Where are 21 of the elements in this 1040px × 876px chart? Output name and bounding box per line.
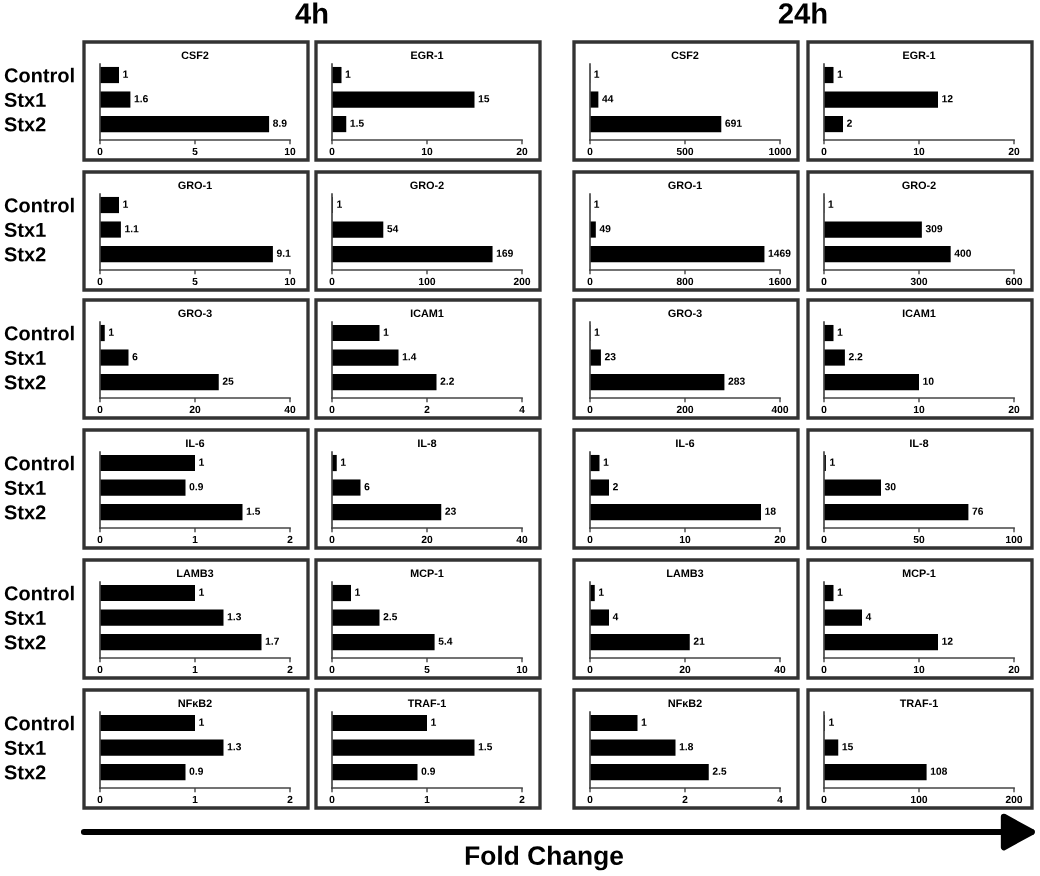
y-tick-label: Stx2 [4, 247, 46, 262]
y-tick-label: Stx1 [4, 480, 46, 495]
y-tick-label: Control [4, 715, 74, 731]
y-tick-label: Stx2 [4, 117, 46, 132]
y-tick-label: Control [4, 197, 74, 213]
y-tick-label: Stx2 [4, 505, 46, 520]
y-tick-label: Stx1 [4, 610, 46, 625]
y-tick-label: Stx1 [4, 740, 46, 755]
y-tick-label: Control [4, 325, 74, 341]
y-tick-label: Stx1 [4, 350, 46, 365]
text: 24h [778, 2, 827, 24]
y-tick-label: Stx1 [4, 92, 46, 107]
text: 4h [295, 2, 328, 24]
y-tick-label: Control [4, 455, 74, 471]
text: Fold Change [465, 845, 623, 871]
y-tick-label: Stx2 [4, 635, 46, 650]
y-tick-label: Stx2 [4, 765, 46, 780]
y-tick-label: Stx1 [4, 222, 46, 237]
y-tick-label: Control [4, 585, 74, 601]
y-tick-label: Stx2 [4, 375, 46, 390]
y-tick-label: Control [4, 67, 74, 83]
